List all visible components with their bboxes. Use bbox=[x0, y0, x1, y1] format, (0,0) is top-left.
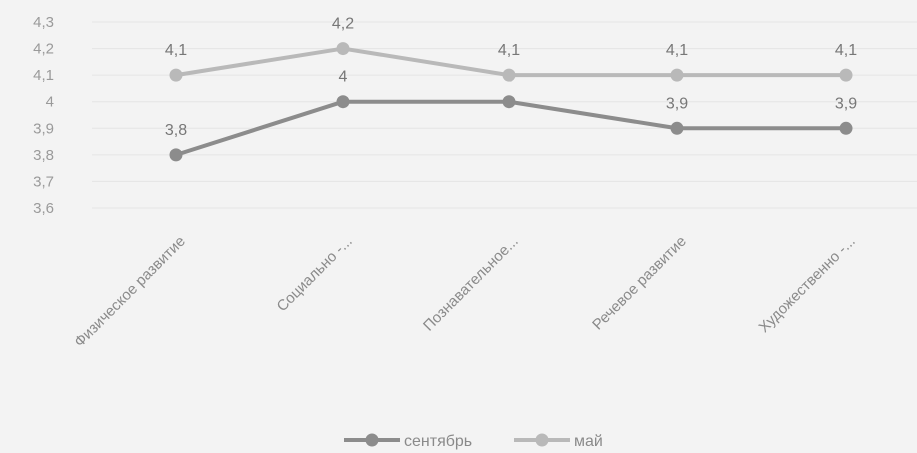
category-label: Познавательное... bbox=[420, 233, 522, 335]
data-point bbox=[670, 121, 684, 135]
legend-label: май bbox=[574, 433, 603, 450]
data-point bbox=[336, 95, 350, 109]
data-label: 3,8 bbox=[165, 122, 187, 139]
data-point bbox=[169, 68, 183, 82]
data-label: 4,1 bbox=[498, 42, 520, 59]
legend-swatch-marker bbox=[365, 433, 379, 447]
y-tick-label: 4 bbox=[46, 94, 54, 111]
legend: сентябрь май bbox=[344, 433, 603, 450]
category-label: Физическое развитие bbox=[71, 233, 189, 351]
data-label: 3,9 bbox=[835, 95, 857, 112]
data-point bbox=[839, 68, 853, 82]
y-tick-label: 3,9 bbox=[33, 120, 54, 137]
legend-label: сентябрь bbox=[404, 433, 472, 450]
category-label: Речевое развитие bbox=[589, 233, 690, 334]
y-axis-ticks: 4,3 4,2 4,1 4 3,9 3,8 3,7 3,6 bbox=[33, 14, 54, 217]
data-point bbox=[670, 68, 684, 82]
data-label: 4,2 bbox=[332, 16, 354, 33]
data-label: 4,1 bbox=[165, 42, 187, 59]
data-point bbox=[169, 148, 183, 162]
y-tick-label: 3,7 bbox=[33, 173, 54, 190]
y-tick-label: 3,8 bbox=[33, 147, 54, 164]
x-axis-categories: Физическое развитие Социально -... Познава… bbox=[71, 233, 859, 351]
y-tick-label: 4,2 bbox=[33, 41, 54, 58]
series-group: 3,8443,93,94,14,24,14,14,1 bbox=[165, 16, 857, 162]
legend-swatch-marker bbox=[535, 433, 549, 447]
data-point bbox=[336, 42, 350, 56]
y-tick-label: 3,6 bbox=[33, 200, 54, 217]
category-label: Художественно -... bbox=[756, 233, 859, 336]
category-label: Социально -... bbox=[274, 233, 356, 315]
data-label: 4,1 bbox=[835, 42, 857, 59]
y-tick-label: 4,1 bbox=[33, 67, 54, 84]
data-label: 4,1 bbox=[666, 42, 688, 59]
data-label: 4 bbox=[339, 69, 348, 86]
y-tick-label: 4,3 bbox=[33, 14, 54, 31]
data-point bbox=[839, 121, 853, 135]
data-point bbox=[502, 95, 516, 109]
data-point bbox=[502, 68, 516, 82]
data-label: 3,9 bbox=[666, 95, 688, 112]
